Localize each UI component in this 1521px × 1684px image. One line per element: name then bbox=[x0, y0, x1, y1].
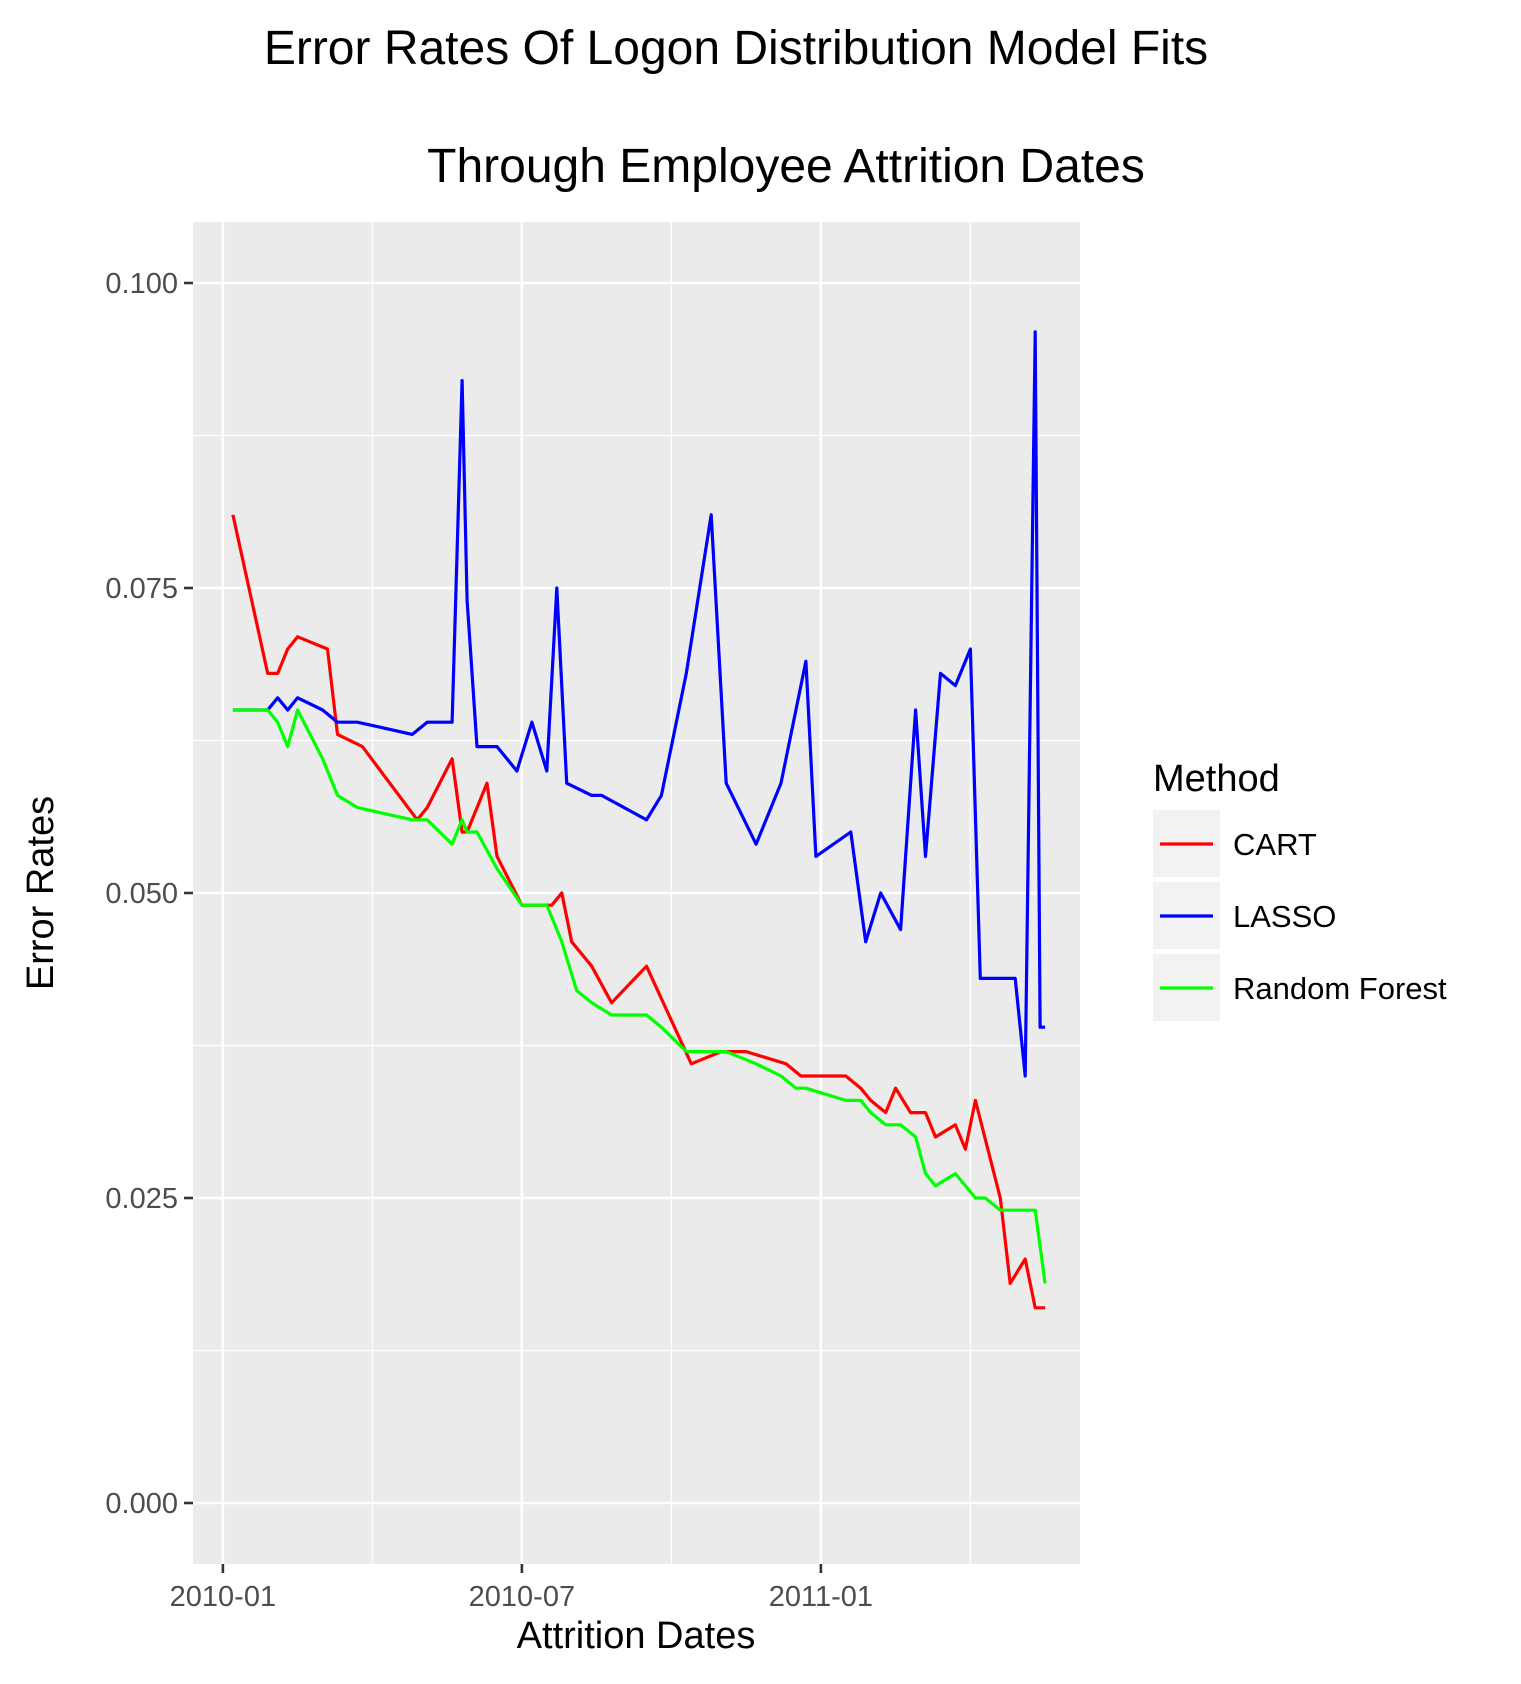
x-tick-label: 2010-01 bbox=[170, 1581, 276, 1613]
chart-title: Error Rates Of Logon Distribution Model … bbox=[264, 22, 1208, 75]
legend: Method CART LASSO Random Forest bbox=[1153, 758, 1447, 1021]
y-tick-label: 0.050 bbox=[105, 878, 178, 910]
y-axis-title: Error Rates bbox=[20, 796, 62, 990]
chart-subtitle: Through Employee Attrition Dates bbox=[427, 140, 1145, 193]
series-line-lasso bbox=[232, 330, 1046, 1078]
y-tick-label: 0.000 bbox=[105, 1488, 178, 1520]
legend-label-lasso: LASSO bbox=[1233, 899, 1336, 934]
x-tick-label: 2011-01 bbox=[769, 1581, 873, 1613]
x-tick-label: 2010-07 bbox=[469, 1581, 575, 1613]
y-tick-label: 0.025 bbox=[105, 1183, 178, 1215]
series-layer bbox=[231, 330, 1047, 1310]
y-tick-label: 0.075 bbox=[105, 573, 178, 605]
legend-label-random-forest: Random Forest bbox=[1233, 971, 1447, 1006]
legend-title: Method bbox=[1153, 758, 1280, 800]
axis-ticks bbox=[184, 281, 823, 1573]
series-line-cart bbox=[231, 514, 1046, 1310]
axis-tick-labels: 0.000 0.025 0.050 0.075 0.100 2010-01 2010-07 2… bbox=[105, 268, 873, 1613]
grid-major bbox=[193, 222, 1080, 1564]
series-line-random-forest bbox=[232, 708, 1047, 1284]
y-tick-label: 0.100 bbox=[105, 268, 178, 300]
legend-label-cart: CART bbox=[1233, 827, 1317, 862]
x-axis-title: Attrition Dates bbox=[517, 1615, 756, 1657]
